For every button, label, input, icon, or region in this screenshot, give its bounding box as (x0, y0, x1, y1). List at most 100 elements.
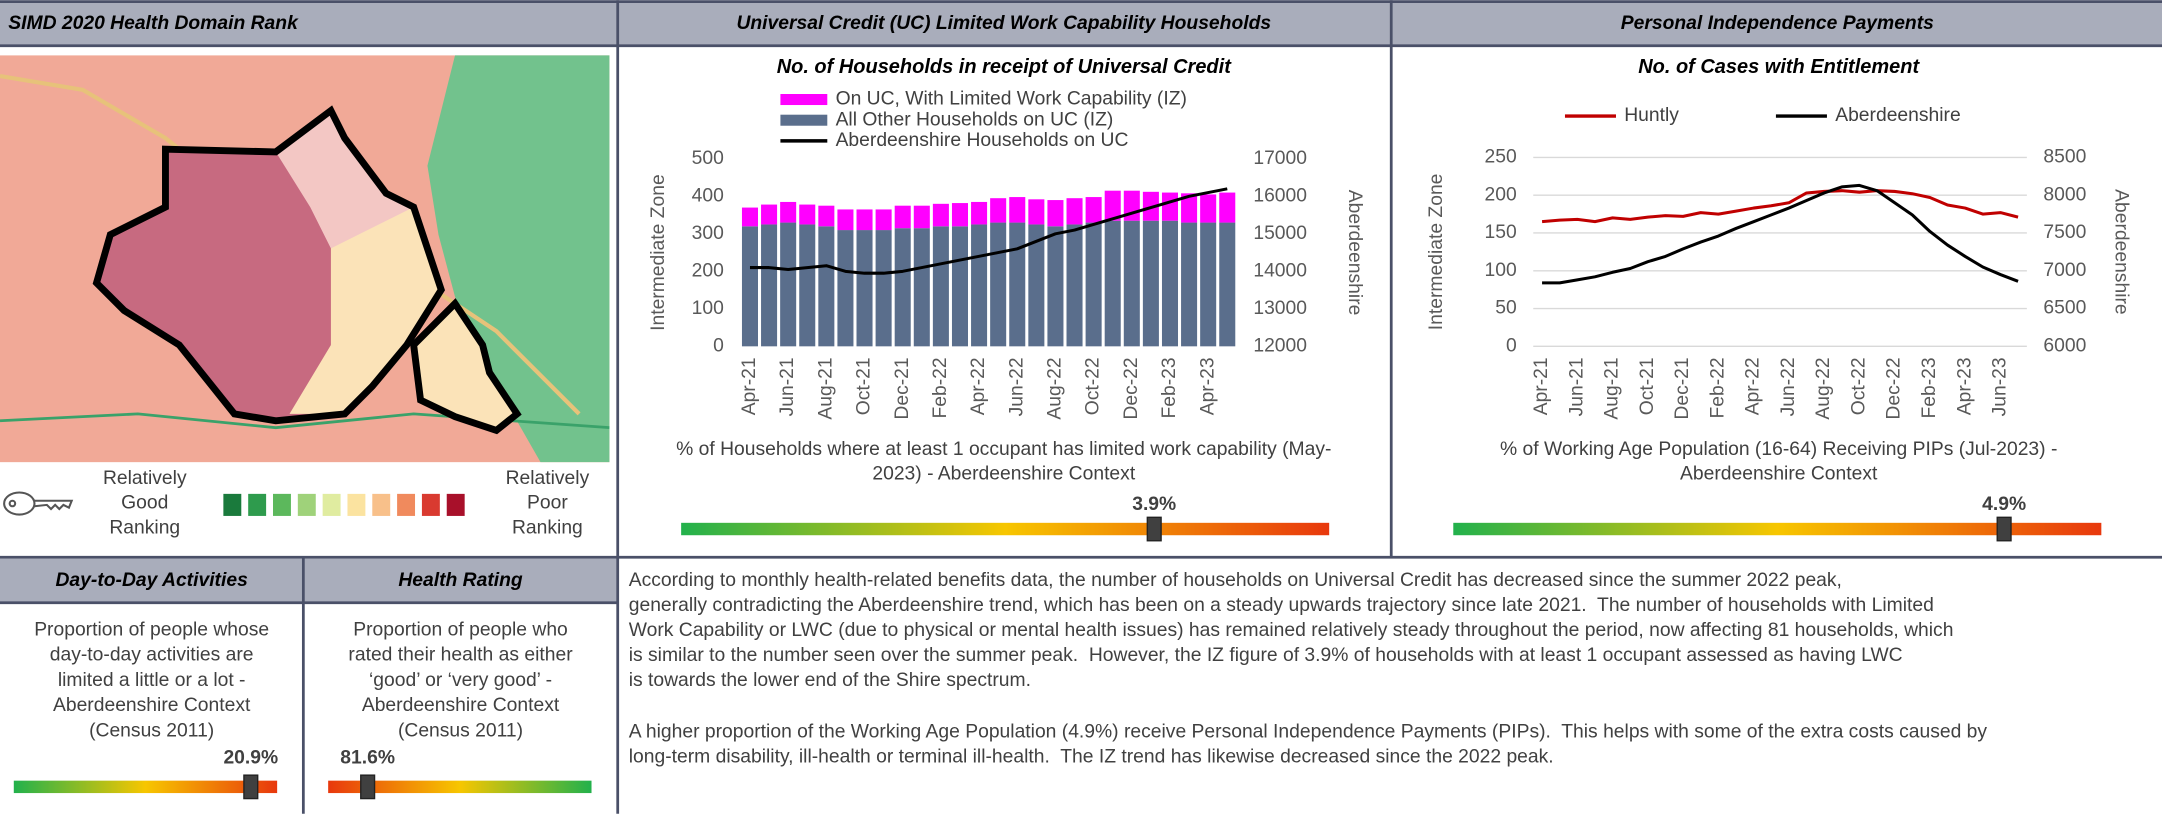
bar-segment (990, 198, 1007, 223)
x-tick-label: Apr-22 (1743, 357, 1764, 415)
bar-segment (1142, 220, 1159, 347)
x-tick-label: Jun-23 (1990, 357, 2011, 416)
bar-segment (1009, 222, 1026, 347)
x-tick-label: Feb-23 (1919, 357, 1940, 418)
key-label: Good (121, 493, 168, 514)
x-tick-label: Jun-21 (777, 357, 798, 416)
key-swatch (223, 493, 242, 516)
bar-segment (761, 204, 778, 225)
x-tick-label: Feb-23 (1159, 357, 1180, 418)
panel-caption: Aberdeenshire Context (362, 695, 560, 716)
legend-label: Huntly (1624, 105, 1679, 126)
gauge-marker (360, 774, 376, 800)
y2-tick-label: 16000 (1253, 185, 1307, 206)
y2-axis-label: Aberdeenshire (2111, 189, 2132, 315)
key-swatch (248, 493, 267, 516)
key-swatch (347, 493, 366, 516)
bar-segment (875, 230, 892, 347)
y2-tick-label: 12000 (1253, 335, 1307, 356)
legend-swatch (780, 94, 828, 106)
y-axis-label: Intermediate Zone (648, 174, 669, 331)
key-swatch (322, 493, 341, 516)
bar-segment (761, 224, 778, 347)
x-tick-label: Oct-22 (1083, 357, 1104, 415)
bar-segment (818, 205, 835, 227)
x-tick-label: Dec-21 (892, 357, 913, 419)
panel-caption: Proportion of people who (353, 619, 568, 640)
bar-segment (1009, 197, 1026, 223)
gauge-caption: Aberdeenshire Context (1680, 464, 1878, 485)
y2-tick-label: 13000 (1253, 298, 1307, 319)
gauge-value: 20.9% (223, 748, 278, 769)
y2-tick-label: 14000 (1253, 260, 1307, 281)
panel-caption: Proportion of people whose (34, 619, 269, 640)
series-line (1541, 189, 2019, 224)
x-tick-label: Dec-21 (1672, 357, 1693, 419)
gauge-bar (681, 522, 1330, 536)
map (0, 55, 610, 463)
header-bar (0, 558, 618, 603)
key-swatch (297, 493, 316, 516)
legend-swatch (780, 114, 828, 126)
y-tick-label: 400 (692, 185, 724, 206)
bar-segment (971, 224, 988, 347)
x-tick-label: Feb-22 (1707, 357, 1728, 418)
key-swatch (446, 493, 465, 516)
gauge-bar (13, 780, 278, 794)
gauge-value: 3.9% (1132, 494, 1176, 515)
bar-segment (837, 230, 854, 347)
bar-segment (913, 228, 930, 347)
bar-segment (1104, 220, 1121, 347)
chart-title: No. of Households in receipt of Universa… (777, 56, 1233, 78)
commentary-line: Work Capability or LWC (due to physical … (629, 620, 1954, 641)
commentary-line: A higher proportion of the Working Age P… (629, 721, 1988, 742)
y2-axis-label: Aberdeenshire (1344, 190, 1365, 316)
key-label: Relatively (506, 468, 590, 489)
panel-header: Health Rating (398, 570, 523, 591)
bar-segment (837, 209, 854, 231)
key-label: Ranking (512, 517, 583, 538)
x-tick-label: Aug-21 (815, 357, 836, 419)
panel-header: Personal Independence Payments (1621, 13, 1934, 34)
y2-tick-label: 6000 (2043, 335, 2086, 356)
bar-segment (741, 207, 758, 227)
x-tick-label: Oct-21 (854, 357, 875, 415)
bar-segment (856, 209, 873, 231)
bar-segment (1066, 224, 1083, 347)
header-bar (0, 0, 2162, 46)
y-tick-label: 200 (692, 260, 724, 281)
bar-segment (951, 203, 968, 227)
x-tick-label: Jun-21 (1566, 357, 1587, 416)
x-tick-label: Apr-21 (1531, 357, 1552, 415)
bar-segment (780, 222, 797, 347)
bar-segment (741, 226, 758, 347)
y-tick-label: 150 (1485, 222, 1517, 243)
y-tick-label: 200 (1485, 184, 1517, 205)
x-tick-label: Dec-22 (1121, 357, 1142, 419)
bar-segment (856, 230, 873, 347)
bar-segment (913, 205, 930, 229)
x-tick-label: Aug-21 (1602, 357, 1623, 419)
bar-segment (1161, 220, 1179, 347)
bar-segment (780, 201, 797, 223)
y2-tick-label: 7500 (2043, 222, 2086, 243)
panel-caption: (Census 2011) (398, 720, 523, 741)
key-swatch (372, 493, 391, 516)
bar-segment (875, 209, 892, 231)
gauge-marker (1996, 516, 2012, 542)
y2-tick-label: 8500 (2043, 147, 2086, 168)
bar-segment (1200, 194, 1217, 223)
bar-segment (1123, 220, 1140, 347)
panel-header: Universal Credit (UC) Limited Work Capab… (736, 13, 1271, 34)
x-tick-label: Dec-22 (1884, 357, 1905, 419)
x-tick-label: Jun-22 (1006, 357, 1027, 416)
chart-title: No. of Cases with Entitlement (1638, 56, 1920, 78)
panel-header: SIMD 2020 Health Domain Rank (8, 13, 299, 34)
commentary-line: According to monthly health-related bene… (629, 570, 1842, 591)
y2-tick-label: 8000 (2043, 184, 2086, 205)
panel-caption: ‘good’ or ‘very good’ - (369, 670, 552, 691)
bar-segment (932, 203, 949, 227)
bar-segment (894, 205, 911, 229)
key-icon (3, 491, 74, 516)
